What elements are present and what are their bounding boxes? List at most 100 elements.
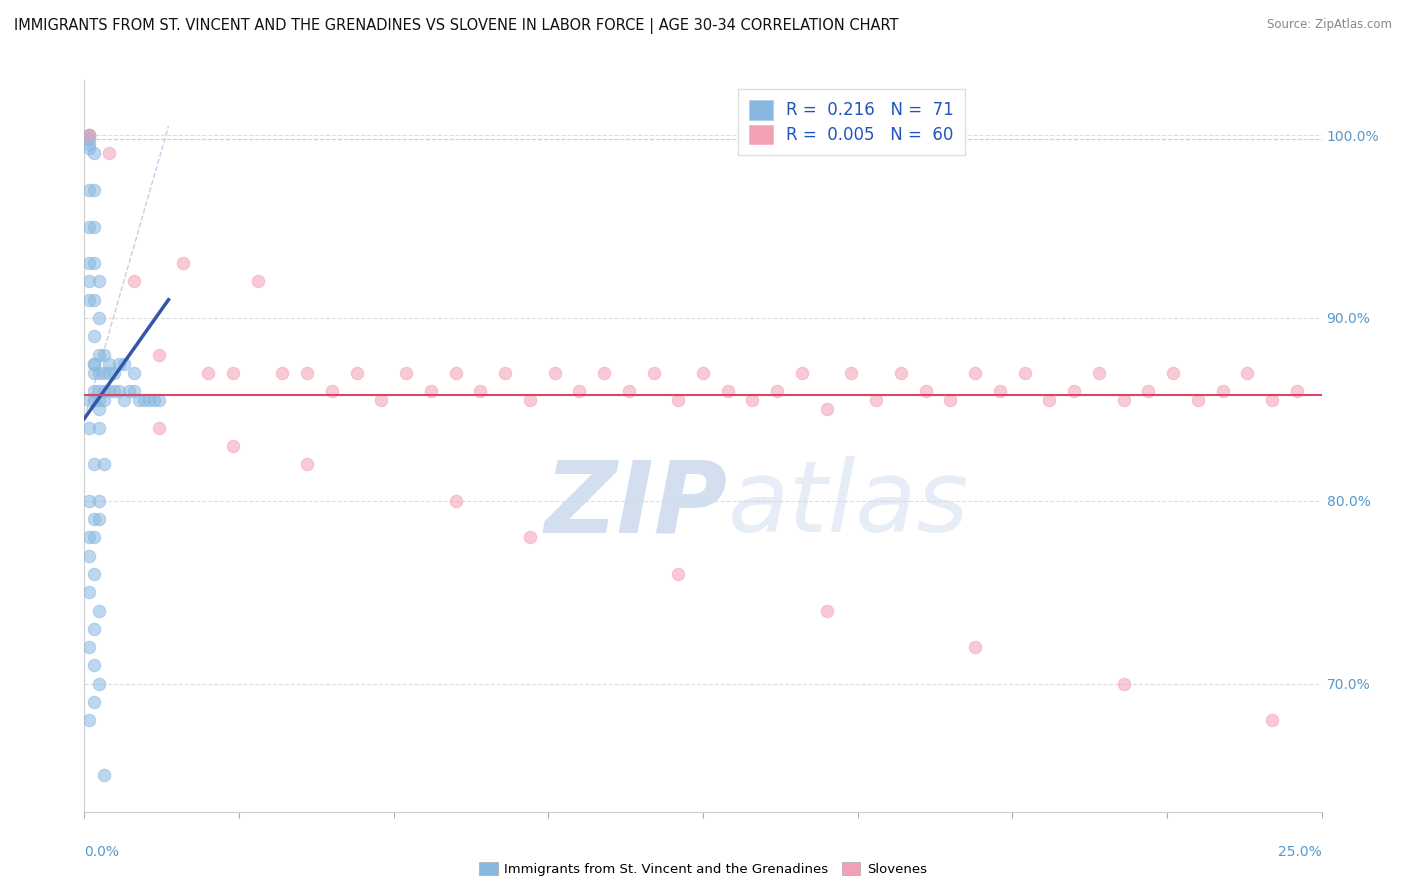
Point [79,219,101,234]
Point [271,366,294,380]
Point [295,366,318,380]
Point [965,640,987,655]
Point [103,366,125,380]
Point [79,128,101,142]
Point [138,393,160,408]
Text: atlas: atlas [728,456,969,553]
Point [79,640,101,655]
Point [1285,384,1308,399]
Point [1063,384,1085,399]
Point [98,357,121,371]
Point [89,393,111,408]
Point [79,256,101,270]
Point [93,347,115,362]
Point [519,530,541,544]
Point [1261,393,1284,408]
Point [79,493,101,508]
Point [83,384,105,399]
Point [79,274,101,288]
Point [108,357,131,371]
Point [815,402,838,417]
Point [1112,393,1135,408]
Point [83,530,105,544]
Point [79,141,101,155]
Point [470,384,492,399]
Point [246,274,269,288]
Point [841,366,863,380]
Point [89,677,111,691]
Point [83,293,105,307]
Point [222,366,245,380]
Point [79,132,101,146]
Point [444,366,467,380]
Point [1236,366,1258,380]
Point [419,384,441,399]
Point [197,366,219,380]
Point [1112,677,1135,691]
Point [83,219,105,234]
Point [965,366,987,380]
Point [148,420,170,434]
Point [89,512,111,526]
Point [1014,366,1036,380]
Text: 0.0%: 0.0% [84,845,120,859]
Point [643,366,665,380]
Point [83,256,105,270]
Point [346,366,368,380]
Point [103,384,125,399]
Point [1038,393,1060,408]
Point [1212,384,1234,399]
Point [370,393,392,408]
Point [79,137,101,152]
Point [118,384,141,399]
Point [132,393,155,408]
Point [89,420,111,434]
Text: ZIP: ZIP [544,456,728,553]
Point [890,366,912,380]
Point [79,420,101,434]
Point [617,384,640,399]
Point [83,512,105,526]
Point [717,384,740,399]
Point [79,585,101,599]
Point [93,393,115,408]
Point [519,393,541,408]
Point [98,384,121,399]
Point [83,658,105,673]
Point [122,384,145,399]
Point [1161,366,1184,380]
Point [89,274,111,288]
Point [666,567,689,582]
Point [321,384,343,399]
Point [93,458,115,472]
Point [79,128,101,142]
Point [89,347,111,362]
Legend: R =  0.216   N =  71, R =  0.005   N =  60: R = 0.216 N = 71, R = 0.005 N = 60 [738,88,966,155]
Point [79,714,101,728]
Point [122,274,145,288]
Point [83,146,105,161]
Point [89,493,111,508]
Point [1088,366,1111,380]
Point [1187,393,1209,408]
Point [89,604,111,618]
Point [148,347,170,362]
Point [568,384,591,399]
Point [89,402,111,417]
Point [815,604,838,618]
Point [83,366,105,380]
Text: IMMIGRANTS FROM ST. VINCENT AND THE GRENADINES VS SLOVENE IN LABOR FORCE | AGE 3: IMMIGRANTS FROM ST. VINCENT AND THE GREN… [14,18,898,34]
Point [222,439,245,453]
Point [666,393,689,408]
Point [112,393,135,408]
Point [79,183,101,197]
Point [83,357,105,371]
Point [1137,384,1160,399]
Point [98,146,121,161]
Point [83,458,105,472]
Point [89,366,111,380]
Point [692,366,714,380]
Point [593,366,616,380]
Point [444,493,467,508]
Point [865,393,887,408]
